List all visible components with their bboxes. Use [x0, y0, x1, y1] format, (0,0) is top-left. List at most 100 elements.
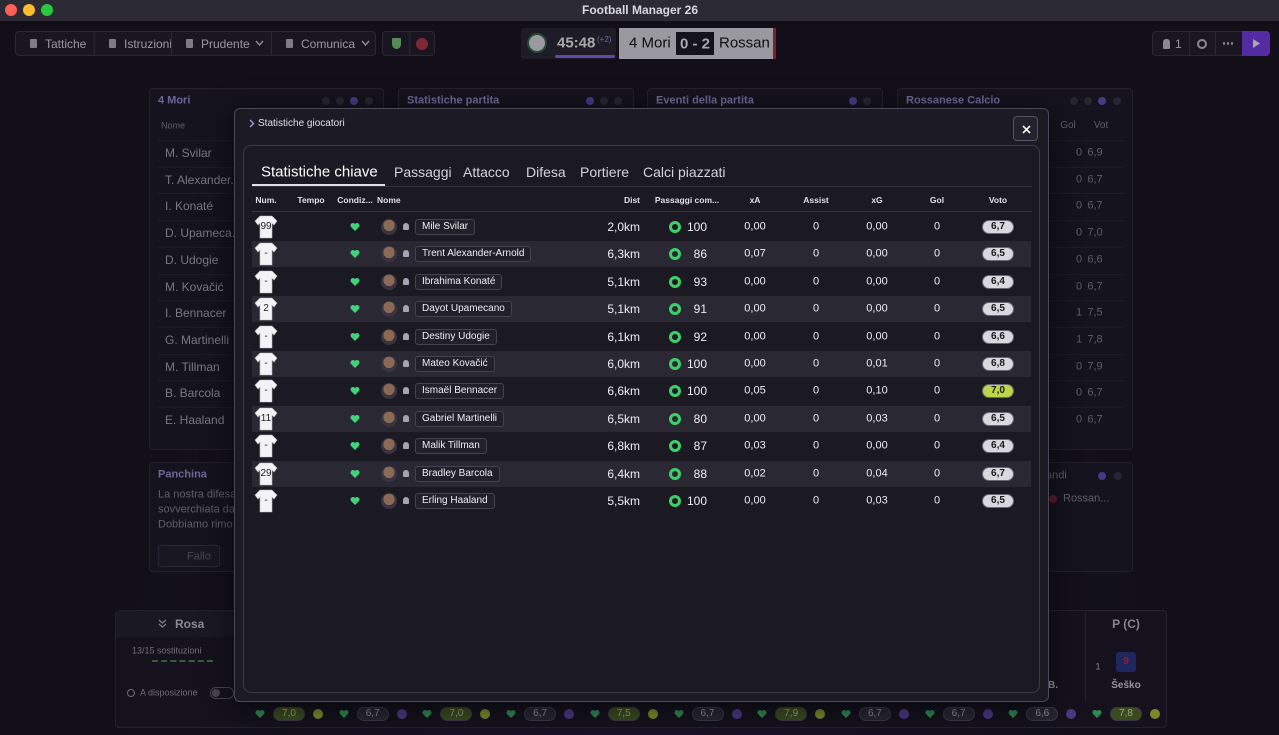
panel-title: Statistiche partita	[407, 94, 500, 107]
xg: 0,10	[866, 384, 888, 397]
button-label: Fallo	[187, 550, 211, 563]
name-pill: Bradley Barcola	[415, 465, 500, 482]
clock-progress	[555, 55, 615, 58]
person-icon	[403, 305, 409, 313]
condition-icon	[350, 469, 360, 478]
condition-icon	[350, 250, 360, 259]
player-name: Ismaël Bennacer	[422, 385, 498, 397]
rating: 7,0	[991, 385, 1005, 397]
toolbar-group: Tattiche Istruzioni Prudente Comunica	[15, 31, 376, 56]
toolbar-button[interactable]: Tattiche	[16, 32, 94, 55]
shirt	[254, 297, 278, 321]
away-team: Rossan	[719, 34, 770, 52]
goals: 0	[933, 467, 941, 480]
tab[interactable]: Calci piazzati	[643, 164, 726, 180]
goals: 0	[1075, 199, 1083, 212]
header-rule	[252, 211, 1032, 212]
player-name: B. Barcola	[165, 386, 221, 401]
rating: 6,7	[1087, 199, 1103, 212]
zoom-window	[41, 4, 53, 16]
rating: 6,4	[991, 440, 1005, 452]
xa: 0,03	[744, 439, 766, 452]
toolbar-button[interactable]: Prudente	[171, 32, 271, 55]
assists: 0	[812, 275, 820, 288]
xa: 0,00	[744, 412, 766, 425]
distance: 6,1km	[607, 329, 640, 344]
stop-icon	[416, 37, 428, 50]
column-header: Assist	[803, 194, 829, 205]
more-dot	[1226, 42, 1230, 45]
shirt-number: -	[264, 358, 268, 369]
toolbar-button[interactable]: Istruzioni	[94, 32, 173, 55]
distance: 5,5km	[607, 494, 640, 508]
pass-icon	[669, 275, 681, 288]
passes-completed: 92	[693, 329, 707, 344]
name-pill: Trent Alexander-Arnold	[415, 246, 532, 263]
page-dot	[849, 97, 857, 105]
rating: 6,7	[365, 708, 380, 719]
close-button[interactable]	[1013, 116, 1038, 141]
goals: 0	[1075, 360, 1083, 373]
button-label: Istruzioni	[124, 36, 173, 51]
tab[interactable]: Portiere	[580, 164, 630, 180]
goals: 0	[933, 494, 941, 507]
shirt-number: 29	[260, 467, 272, 479]
close-window	[5, 4, 17, 16]
divider	[1189, 32, 1190, 55]
player-name: Ibrahima Konaté	[422, 275, 496, 287]
player-photo	[381, 438, 397, 455]
right-toolbar: 1	[1152, 31, 1270, 56]
assists: 0	[812, 412, 820, 425]
condition-icon	[350, 223, 360, 231]
shirt	[254, 325, 278, 348]
column-header: Nome	[377, 194, 401, 205]
pass-icon	[669, 330, 681, 343]
distance: 6,4km	[607, 466, 640, 481]
rating-pill: 6,6	[1026, 707, 1059, 721]
button-icon	[30, 39, 37, 48]
person-icon	[403, 332, 409, 340]
distance: 2,0km	[607, 220, 640, 234]
condition-icon	[422, 710, 432, 718]
condition-icon	[925, 710, 935, 718]
rating: 6,9	[1087, 146, 1103, 159]
xa: 0,00	[744, 494, 766, 507]
shirt	[254, 407, 278, 431]
toolbar-button[interactable]: Comunica	[271, 32, 377, 55]
passes-completed: 100	[686, 357, 707, 371]
passes-completed: 100	[686, 384, 707, 399]
tab[interactable]: Difesa	[526, 164, 566, 180]
shirt-number: -	[264, 330, 268, 342]
tab[interactable]: Statistiche chiave	[261, 163, 378, 181]
player-name: Trent Alexander-Arnold	[422, 248, 525, 260]
quick-actions[interactable]	[382, 31, 435, 56]
column-header: Voto	[988, 194, 1008, 205]
foul-button[interactable]: Fallo	[158, 545, 220, 567]
condition-icon	[506, 710, 516, 718]
morale-icon	[564, 709, 575, 719]
window-title: Football Manager 26	[581, 3, 699, 17]
sub-count: 1	[1095, 661, 1101, 672]
page-dot	[1113, 97, 1121, 105]
xg: 0,00	[866, 330, 888, 343]
column-header: Nome	[161, 120, 186, 131]
name-pill: Malik Tillman	[415, 438, 487, 455]
condition-icon	[1008, 710, 1018, 718]
availability-toggle[interactable]	[210, 687, 234, 699]
rating: 7,5	[1087, 306, 1103, 319]
name-pill: Mile Svilar	[415, 219, 476, 235]
goals: 0	[933, 275, 941, 288]
continue-button[interactable]	[1242, 31, 1270, 56]
tab[interactable]: Passaggi	[394, 164, 452, 180]
rating: 6,6	[1035, 708, 1050, 719]
player-name: Erling Haaland	[422, 495, 488, 506]
pass-icon	[669, 440, 681, 453]
distance: 6,3km	[607, 247, 640, 262]
panel-title: Eventi della partita	[656, 94, 754, 107]
goals: 1	[1075, 333, 1083, 346]
chevron	[255, 40, 264, 47]
person-icon	[403, 250, 409, 258]
tab[interactable]: Attacco	[463, 164, 510, 180]
player-photo	[381, 219, 397, 235]
shirt-number: -	[264, 248, 268, 260]
